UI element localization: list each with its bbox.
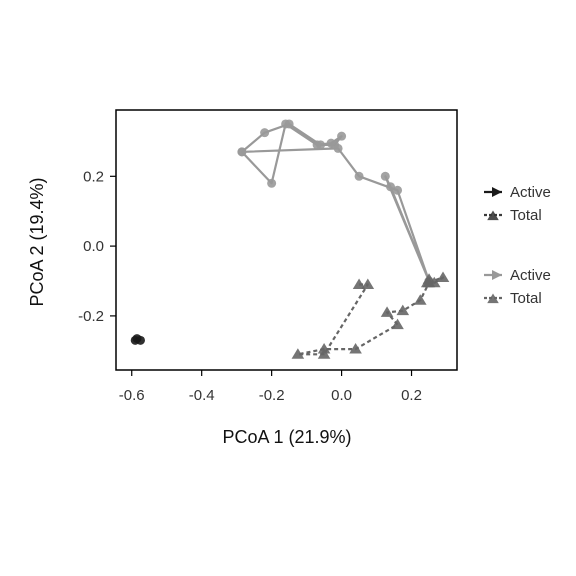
x-tick-label: -0.4 <box>189 387 215 404</box>
legend-key-marker <box>487 210 499 221</box>
y-axis-ticks: -0.2 0.0 0.2 <box>78 168 116 325</box>
data-point-circle <box>135 335 145 345</box>
data-point-circle <box>267 178 277 188</box>
y-tick-label: 0.0 <box>83 238 104 255</box>
legend-key-marker <box>492 187 502 197</box>
data-point-circle <box>326 138 336 148</box>
data-point-triangle <box>391 318 404 330</box>
data-point-circle <box>393 185 403 195</box>
data-point-circle <box>386 182 396 192</box>
legend-label: Active <box>510 184 551 201</box>
data-point-circle <box>354 171 364 181</box>
series-lines <box>134 122 445 356</box>
data-point-triangle <box>361 278 375 289</box>
data-point-triangle <box>436 271 450 283</box>
y-axis-title: PCoA 2 (19.4%) <box>27 177 47 306</box>
x-tick-label: -0.6 <box>119 387 145 404</box>
data-point-circle <box>333 143 343 153</box>
legend-key-marker <box>492 270 502 280</box>
data-point-triangle <box>422 273 436 284</box>
data-point-triangle <box>317 343 331 354</box>
data-point-triangle <box>413 294 427 305</box>
legend-label: Active <box>510 267 551 284</box>
series-points <box>130 119 450 359</box>
data-point-circle <box>312 140 322 150</box>
plot-panel-border <box>115 109 458 371</box>
data-point-circle <box>237 147 247 157</box>
y-tick-label: 0.2 <box>83 168 104 185</box>
data-point-triangle <box>380 306 394 317</box>
data-point-circle <box>380 171 390 181</box>
x-axis-title: PCoA 1 (21.9%) <box>222 427 351 447</box>
legend: Active Total Active Total <box>484 184 551 307</box>
x-tick-label: 0.2 <box>401 387 422 404</box>
data-point-circle <box>337 131 347 141</box>
x-tick-label: 0.0 <box>331 387 352 404</box>
data-point-triangle <box>291 348 305 359</box>
x-axis-ticks: -0.6 -0.4 -0.2 0.0 0.2 <box>119 370 422 404</box>
data-point-triangle <box>349 343 362 354</box>
x-tick-label: -0.2 <box>259 387 285 404</box>
data-point-circle <box>260 128 270 138</box>
legend-key-marker <box>487 293 499 304</box>
series-path <box>296 276 445 356</box>
y-tick-label: -0.2 <box>78 308 104 325</box>
data-point-circle <box>281 119 291 129</box>
legend-label: Total <box>510 290 542 307</box>
data-point-triangle <box>396 304 410 316</box>
data-point-triangle <box>352 278 366 289</box>
legend-label: Total <box>510 207 542 224</box>
